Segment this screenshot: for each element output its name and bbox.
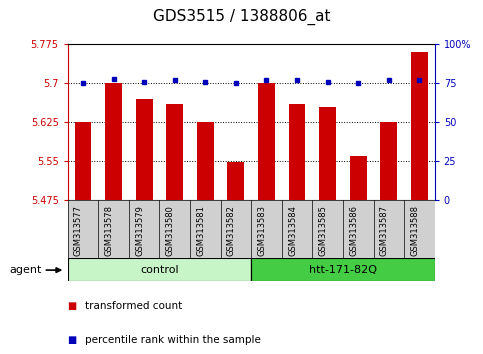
Text: agent: agent [10, 265, 42, 275]
Text: GSM313584: GSM313584 [288, 205, 297, 256]
Bar [166, 104, 183, 200]
Text: ■: ■ [68, 335, 77, 345]
Text: GSM313578: GSM313578 [104, 205, 114, 256]
Bar [227, 162, 244, 200]
Bar [251, 258, 435, 281]
Bar [319, 107, 336, 200]
Bar [411, 52, 428, 200]
Bar [381, 122, 397, 200]
Bar [159, 200, 190, 258]
Bar [258, 83, 275, 200]
Text: transformed count: transformed count [85, 301, 182, 311]
Text: percentile rank within the sample: percentile rank within the sample [85, 335, 260, 345]
Text: control: control [140, 265, 179, 275]
Text: GSM313580: GSM313580 [166, 205, 175, 256]
Bar [350, 156, 367, 200]
Bar [221, 200, 251, 258]
Bar [190, 200, 221, 258]
Bar [343, 200, 373, 258]
Bar [197, 122, 213, 200]
Bar [313, 200, 343, 258]
Bar [129, 200, 159, 258]
Text: ■: ■ [68, 301, 77, 311]
Text: GSM313586: GSM313586 [349, 205, 358, 256]
Text: GSM313585: GSM313585 [319, 205, 327, 256]
Bar [289, 104, 305, 200]
Bar [105, 83, 122, 200]
Bar [251, 200, 282, 258]
Text: GSM313582: GSM313582 [227, 205, 236, 256]
Text: GSM313583: GSM313583 [257, 205, 267, 256]
Text: GSM313587: GSM313587 [380, 205, 389, 256]
Text: htt-171-82Q: htt-171-82Q [309, 265, 377, 275]
Text: GSM313588: GSM313588 [411, 205, 419, 256]
Text: GDS3515 / 1388806_at: GDS3515 / 1388806_at [153, 9, 330, 25]
Bar [404, 200, 435, 258]
Bar [282, 200, 313, 258]
Text: GSM313577: GSM313577 [74, 205, 83, 256]
Text: GSM313581: GSM313581 [196, 205, 205, 256]
Bar [68, 200, 98, 258]
Bar [68, 258, 251, 281]
Bar [98, 200, 129, 258]
Bar [136, 99, 153, 200]
Text: GSM313579: GSM313579 [135, 205, 144, 256]
Bar [373, 200, 404, 258]
Bar [74, 122, 91, 200]
